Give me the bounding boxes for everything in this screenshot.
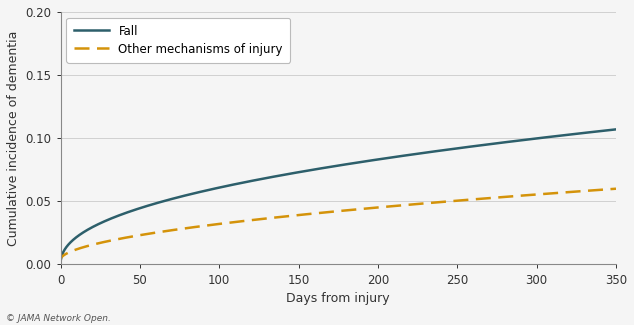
Legend: Fall, Other mechanisms of injury: Fall, Other mechanisms of injury	[67, 18, 290, 63]
Other mechanisms of injury	[596, 188, 604, 192]
Fall	[85, 227, 93, 231]
Y-axis label: Cumulative incidence of dementia: Cumulative incidence of dementia	[7, 31, 20, 246]
Fall	[596, 129, 604, 133]
Fall	[56, 263, 64, 266]
Text: © JAMA Network Open.: © JAMA Network Open.	[6, 314, 111, 323]
Line: Other mechanisms of injury: Other mechanisms of injury	[60, 189, 616, 265]
Fall	[612, 127, 620, 131]
Line: Fall: Fall	[60, 129, 616, 265]
Other mechanisms of injury	[494, 195, 501, 199]
Fall	[327, 165, 334, 169]
Other mechanisms of injury	[327, 210, 334, 214]
Other mechanisms of injury	[312, 211, 320, 215]
X-axis label: Days from injury: Days from injury	[287, 292, 390, 305]
Other mechanisms of injury	[612, 187, 620, 191]
Other mechanisms of injury	[56, 263, 64, 266]
Fall	[494, 141, 501, 145]
Fall	[312, 167, 320, 171]
Other mechanisms of injury	[85, 244, 93, 248]
Other mechanisms of injury	[596, 188, 604, 192]
Fall	[596, 129, 604, 133]
